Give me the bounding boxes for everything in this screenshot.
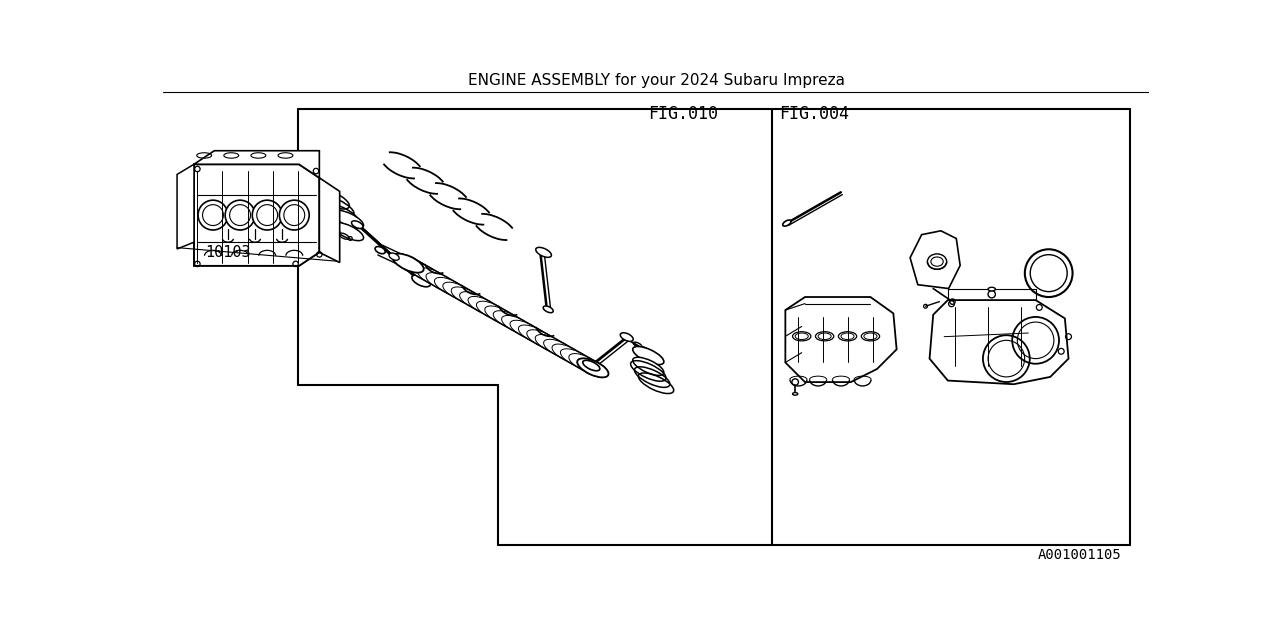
Ellipse shape xyxy=(375,246,385,253)
Ellipse shape xyxy=(527,330,558,349)
Ellipse shape xyxy=(434,277,466,296)
Circle shape xyxy=(284,205,305,225)
Ellipse shape xyxy=(543,306,553,313)
Ellipse shape xyxy=(389,253,399,260)
Polygon shape xyxy=(195,150,319,178)
Ellipse shape xyxy=(443,282,474,301)
Ellipse shape xyxy=(460,292,492,311)
Ellipse shape xyxy=(493,311,525,330)
Ellipse shape xyxy=(561,349,591,368)
Ellipse shape xyxy=(1025,249,1073,297)
Polygon shape xyxy=(195,164,319,266)
Ellipse shape xyxy=(552,344,584,363)
Ellipse shape xyxy=(988,287,996,291)
Ellipse shape xyxy=(401,259,433,277)
Circle shape xyxy=(202,205,224,225)
Polygon shape xyxy=(177,164,195,249)
Ellipse shape xyxy=(632,346,664,365)
Ellipse shape xyxy=(815,332,833,341)
Text: ENGINE ASSEMBLY for your 2024 Subaru Impreza: ENGINE ASSEMBLY for your 2024 Subaru Imp… xyxy=(467,74,845,88)
Text: 10103: 10103 xyxy=(206,245,251,260)
Circle shape xyxy=(252,200,282,230)
Ellipse shape xyxy=(333,210,364,228)
Text: A001001105: A001001105 xyxy=(1038,548,1121,562)
Ellipse shape xyxy=(393,253,424,273)
Ellipse shape xyxy=(783,220,791,226)
Text: FIG.010: FIG.010 xyxy=(648,105,718,123)
Circle shape xyxy=(257,205,278,225)
Ellipse shape xyxy=(861,332,879,341)
Ellipse shape xyxy=(476,301,508,320)
Ellipse shape xyxy=(621,333,634,341)
Ellipse shape xyxy=(518,325,549,344)
Ellipse shape xyxy=(577,358,608,378)
Ellipse shape xyxy=(468,296,499,316)
Circle shape xyxy=(225,200,255,230)
Ellipse shape xyxy=(568,353,600,372)
Ellipse shape xyxy=(417,268,449,287)
Ellipse shape xyxy=(410,263,440,282)
Ellipse shape xyxy=(582,360,600,371)
Ellipse shape xyxy=(536,248,552,257)
Ellipse shape xyxy=(393,253,424,273)
Ellipse shape xyxy=(452,287,483,306)
Ellipse shape xyxy=(544,339,575,358)
Ellipse shape xyxy=(352,221,364,228)
Circle shape xyxy=(279,200,310,230)
Ellipse shape xyxy=(1030,255,1068,292)
Polygon shape xyxy=(786,297,896,382)
Text: FIG.004: FIG.004 xyxy=(780,105,849,123)
Polygon shape xyxy=(319,178,339,262)
Circle shape xyxy=(198,200,228,230)
Ellipse shape xyxy=(931,257,943,266)
Ellipse shape xyxy=(426,273,457,292)
Ellipse shape xyxy=(792,392,797,395)
Polygon shape xyxy=(929,300,1069,384)
Ellipse shape xyxy=(509,320,541,339)
Circle shape xyxy=(988,291,996,298)
Polygon shape xyxy=(910,231,960,289)
Ellipse shape xyxy=(838,332,856,341)
Ellipse shape xyxy=(577,358,608,378)
Ellipse shape xyxy=(412,275,430,287)
Circle shape xyxy=(229,205,251,225)
Ellipse shape xyxy=(928,254,947,269)
Ellipse shape xyxy=(792,332,812,341)
Ellipse shape xyxy=(502,316,532,335)
Ellipse shape xyxy=(535,335,567,353)
Ellipse shape xyxy=(333,223,364,241)
Ellipse shape xyxy=(485,306,516,325)
Ellipse shape xyxy=(632,357,664,376)
